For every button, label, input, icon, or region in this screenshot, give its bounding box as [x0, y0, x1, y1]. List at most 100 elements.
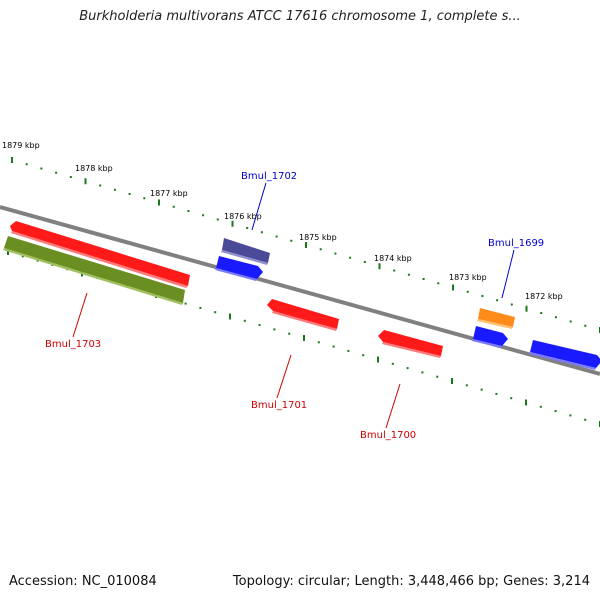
upper-track-tick	[172, 205, 175, 208]
tick-label-1878: 1878 kbp	[75, 164, 113, 173]
gene-bmul-1703-red-shade	[11, 231, 188, 288]
gene-label-bmul-1699[interactable]: Bmul_1699	[488, 238, 544, 249]
upper-track-tick	[69, 176, 72, 178]
tick-label-1876: 1876 kbp	[224, 212, 262, 221]
gene-bmul-1703-olive[interactable]	[4, 236, 185, 303]
lower-track-tick	[406, 367, 409, 370]
lower-track-tick	[184, 302, 187, 305]
gene-bmul-1699-blue[interactable]	[473, 326, 508, 346]
upper-track-tick	[525, 305, 528, 312]
leader-bmul-1701	[276, 354, 292, 399]
lower-track-tick	[525, 399, 527, 406]
lower-track-tick	[584, 418, 587, 421]
lower-track-tick	[510, 397, 513, 400]
lower-track-tick	[465, 384, 468, 387]
lower-track-tick	[495, 392, 498, 395]
gene-bmul-1702-purple-shade	[221, 250, 268, 265]
accession-text: Accession: NC_010084	[9, 574, 157, 589]
upper-track-tick	[422, 278, 425, 280]
lower-track-tick	[480, 388, 483, 391]
gene-label-bmul-1702[interactable]: Bmul_1702	[241, 171, 297, 182]
lower-track-tick	[214, 311, 217, 314]
gene-bmul-1702-blue-shade	[215, 268, 257, 281]
lower-track-tick	[539, 405, 542, 408]
gene-label-bmul-1703[interactable]: Bmul_1703	[45, 339, 101, 350]
upper-track-tick	[216, 218, 219, 221]
lower-track-tick	[554, 410, 557, 413]
lower-track-tick	[199, 306, 202, 309]
upper-track-tick	[481, 295, 484, 297]
lower-track-tick	[273, 328, 276, 331]
lower-track-tick	[569, 414, 572, 417]
lower-track-tick	[303, 335, 305, 341]
upper-track-tick	[393, 269, 396, 272]
upper-track-tick	[84, 178, 87, 185]
upper-track-tick	[378, 263, 381, 270]
upper-track-tick	[99, 184, 102, 187]
upper-track-tick	[334, 252, 337, 255]
upper-track-tick	[407, 273, 410, 276]
tick-label-1873: 1873 kbp	[449, 273, 487, 282]
gene-bmul-1699-blue-shade	[472, 339, 502, 348]
lower-track-tick	[377, 356, 379, 363]
leader-bmul-1699	[501, 249, 515, 299]
upper-track-tick	[349, 256, 352, 259]
upper-track-tick	[452, 284, 454, 291]
upper-track-tick	[363, 261, 366, 263]
lower-track-tick	[451, 378, 453, 384]
gene-bmul-1699-orange-shade	[477, 319, 513, 329]
upper-track-tick	[158, 199, 160, 206]
gene-bmul-1702-blue[interactable]	[216, 256, 263, 279]
tick-label-1879: 1879 kbp	[2, 141, 40, 150]
tick-label-1874: 1874 kbp	[374, 254, 412, 263]
gene-bmul-1702-purple[interactable]	[222, 238, 270, 263]
gene-right-edge-blue-shade	[529, 352, 596, 370]
lower-track-tick	[436, 375, 439, 378]
gene-bmul-1700[interactable]	[378, 330, 443, 356]
lower-track-tick	[258, 324, 261, 327]
upper-track-tick	[305, 242, 307, 248]
tick-label-1872: 1872 kbp	[525, 292, 563, 301]
genome-backbone	[0, 205, 600, 376]
lower-track-tick	[288, 332, 291, 335]
upper-track-tick	[143, 197, 146, 200]
gene-bmul-1703-red[interactable]	[10, 221, 190, 286]
upper-track-tick	[275, 235, 278, 238]
lower-track-tick	[21, 255, 24, 258]
lower-track-tick	[391, 362, 394, 365]
tick-label-1875: 1875 kbp	[299, 233, 337, 242]
gene-bmul-1700-shade	[382, 342, 441, 358]
upper-track-tick	[569, 320, 572, 323]
gene-right-edge-blue[interactable]	[530, 340, 600, 368]
lower-track-tick	[229, 313, 231, 320]
lower-track-tick	[332, 345, 335, 348]
genome-summary-text: Topology: circular; Length: 3,448,466 bp…	[232, 574, 590, 589]
lower-track-tick	[317, 341, 320, 344]
upper-track-tick	[466, 290, 469, 293]
gene-bmul-1701[interactable]	[267, 299, 339, 329]
leader-bmul-1700	[385, 383, 401, 429]
leader-bmul-1702	[251, 182, 267, 231]
upper-track-tick	[11, 157, 13, 163]
upper-track-tick	[437, 282, 440, 285]
upper-track-tick	[510, 303, 513, 306]
upper-tick-track	[11, 157, 600, 333]
tick-label-1877: 1877 kbp	[150, 189, 188, 198]
gene-label-bmul-1700[interactable]: Bmul_1700	[360, 430, 416, 441]
lower-track-tick	[347, 349, 350, 352]
upper-track-tick	[25, 163, 28, 166]
upper-track-tick	[246, 227, 249, 229]
gene-bmul-1699-orange[interactable]	[478, 308, 515, 327]
upper-track-tick	[554, 316, 557, 319]
upper-track-tick	[260, 231, 263, 234]
gene-bmul-1701-shade	[272, 311, 337, 331]
upper-track-tick	[231, 220, 234, 227]
lower-track-tick	[7, 249, 9, 255]
upper-track-tick	[40, 167, 43, 170]
lower-track-tick	[243, 319, 246, 322]
upper-track-tick	[202, 214, 205, 217]
upper-track-tick	[187, 210, 190, 212]
gene-label-bmul-1701[interactable]: Bmul_1701	[251, 400, 307, 411]
upper-track-tick	[496, 299, 499, 302]
upper-track-tick	[584, 324, 587, 327]
